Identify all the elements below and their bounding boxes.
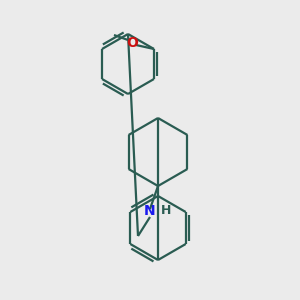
Text: O: O bbox=[126, 36, 138, 50]
Text: H: H bbox=[161, 205, 171, 218]
Text: N: N bbox=[144, 204, 156, 218]
